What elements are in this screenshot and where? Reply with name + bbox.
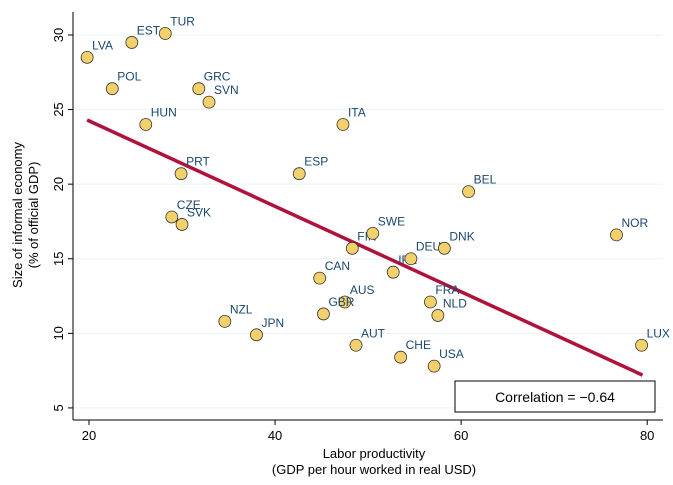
point-label: POL xyxy=(117,70,141,84)
point xyxy=(424,295,437,309)
point-label: LUX xyxy=(647,326,670,340)
point-label: PRT xyxy=(186,155,210,169)
point-label: AUT xyxy=(361,326,386,340)
point-label: DNK xyxy=(449,229,474,243)
point xyxy=(125,36,139,49)
point xyxy=(139,118,153,131)
y-tick-label: 5 xyxy=(51,404,66,411)
y-tick-label: 30 xyxy=(51,28,66,42)
x-tick-label: 60 xyxy=(454,428,468,443)
point-label: ITA xyxy=(348,105,366,119)
y-tick-label: 20 xyxy=(51,177,66,191)
y-tick-label: 10 xyxy=(51,326,66,340)
point-label: NOR xyxy=(621,216,648,230)
point xyxy=(437,241,451,255)
point-label: EST xyxy=(137,23,161,37)
point xyxy=(404,252,418,266)
point xyxy=(635,338,649,352)
point-label: FRA xyxy=(435,283,459,297)
point xyxy=(202,95,216,109)
point-label: NLD xyxy=(443,296,467,310)
point xyxy=(427,359,441,373)
point xyxy=(80,50,94,64)
point-label: LVA xyxy=(92,38,113,52)
point xyxy=(250,328,263,342)
point-label: HUN xyxy=(151,105,177,119)
x-tick-label: 80 xyxy=(640,428,654,443)
point xyxy=(313,271,327,285)
y-axis-title: (% of official GDP) xyxy=(26,162,41,269)
point-label: DEU xyxy=(416,240,441,254)
point xyxy=(292,167,306,181)
x-axis-title: Labor productivity xyxy=(323,446,426,461)
point xyxy=(175,218,189,231)
point-label: NZL xyxy=(230,302,253,316)
point xyxy=(317,307,330,321)
point-label: SVN xyxy=(214,83,239,97)
point xyxy=(158,27,172,40)
point-label: BEL xyxy=(474,173,497,187)
point-label: CHE xyxy=(406,338,431,352)
x-tick-label: 20 xyxy=(82,428,96,443)
point xyxy=(218,314,232,328)
point-label: ESP xyxy=(304,155,328,169)
y-axis-title: Size of informal economy xyxy=(10,142,25,288)
x-axis-title: (GDP per hour worked in real USD) xyxy=(272,462,476,477)
annotation: Correlation = −0.64 xyxy=(495,389,615,405)
annotation-box xyxy=(454,380,656,413)
point-label: SWE xyxy=(378,214,405,228)
y-tick-label: 15 xyxy=(51,252,66,266)
point xyxy=(386,265,400,279)
point xyxy=(462,185,475,199)
point-label: USA xyxy=(439,347,464,361)
point xyxy=(165,210,179,224)
point xyxy=(336,118,350,131)
point-label: GBR xyxy=(328,295,354,309)
point xyxy=(192,82,206,96)
point-label: CAN xyxy=(325,259,350,273)
point-label: TUR xyxy=(170,14,195,28)
point xyxy=(610,228,623,242)
point xyxy=(431,309,445,322)
point-label: AUS xyxy=(350,283,375,297)
point xyxy=(394,350,408,364)
point xyxy=(349,338,363,352)
point xyxy=(366,226,380,240)
point-label: CZE xyxy=(177,198,201,212)
point xyxy=(174,167,188,181)
x-tick-label: 40 xyxy=(268,428,282,443)
fit-line xyxy=(86,118,644,377)
point-label: JPN xyxy=(261,316,284,330)
point xyxy=(105,82,119,96)
point-label: GRC xyxy=(204,70,231,84)
point xyxy=(345,241,359,255)
point-label: SVK xyxy=(187,205,211,219)
y-tick-label: 25 xyxy=(51,102,66,116)
point xyxy=(338,295,352,309)
